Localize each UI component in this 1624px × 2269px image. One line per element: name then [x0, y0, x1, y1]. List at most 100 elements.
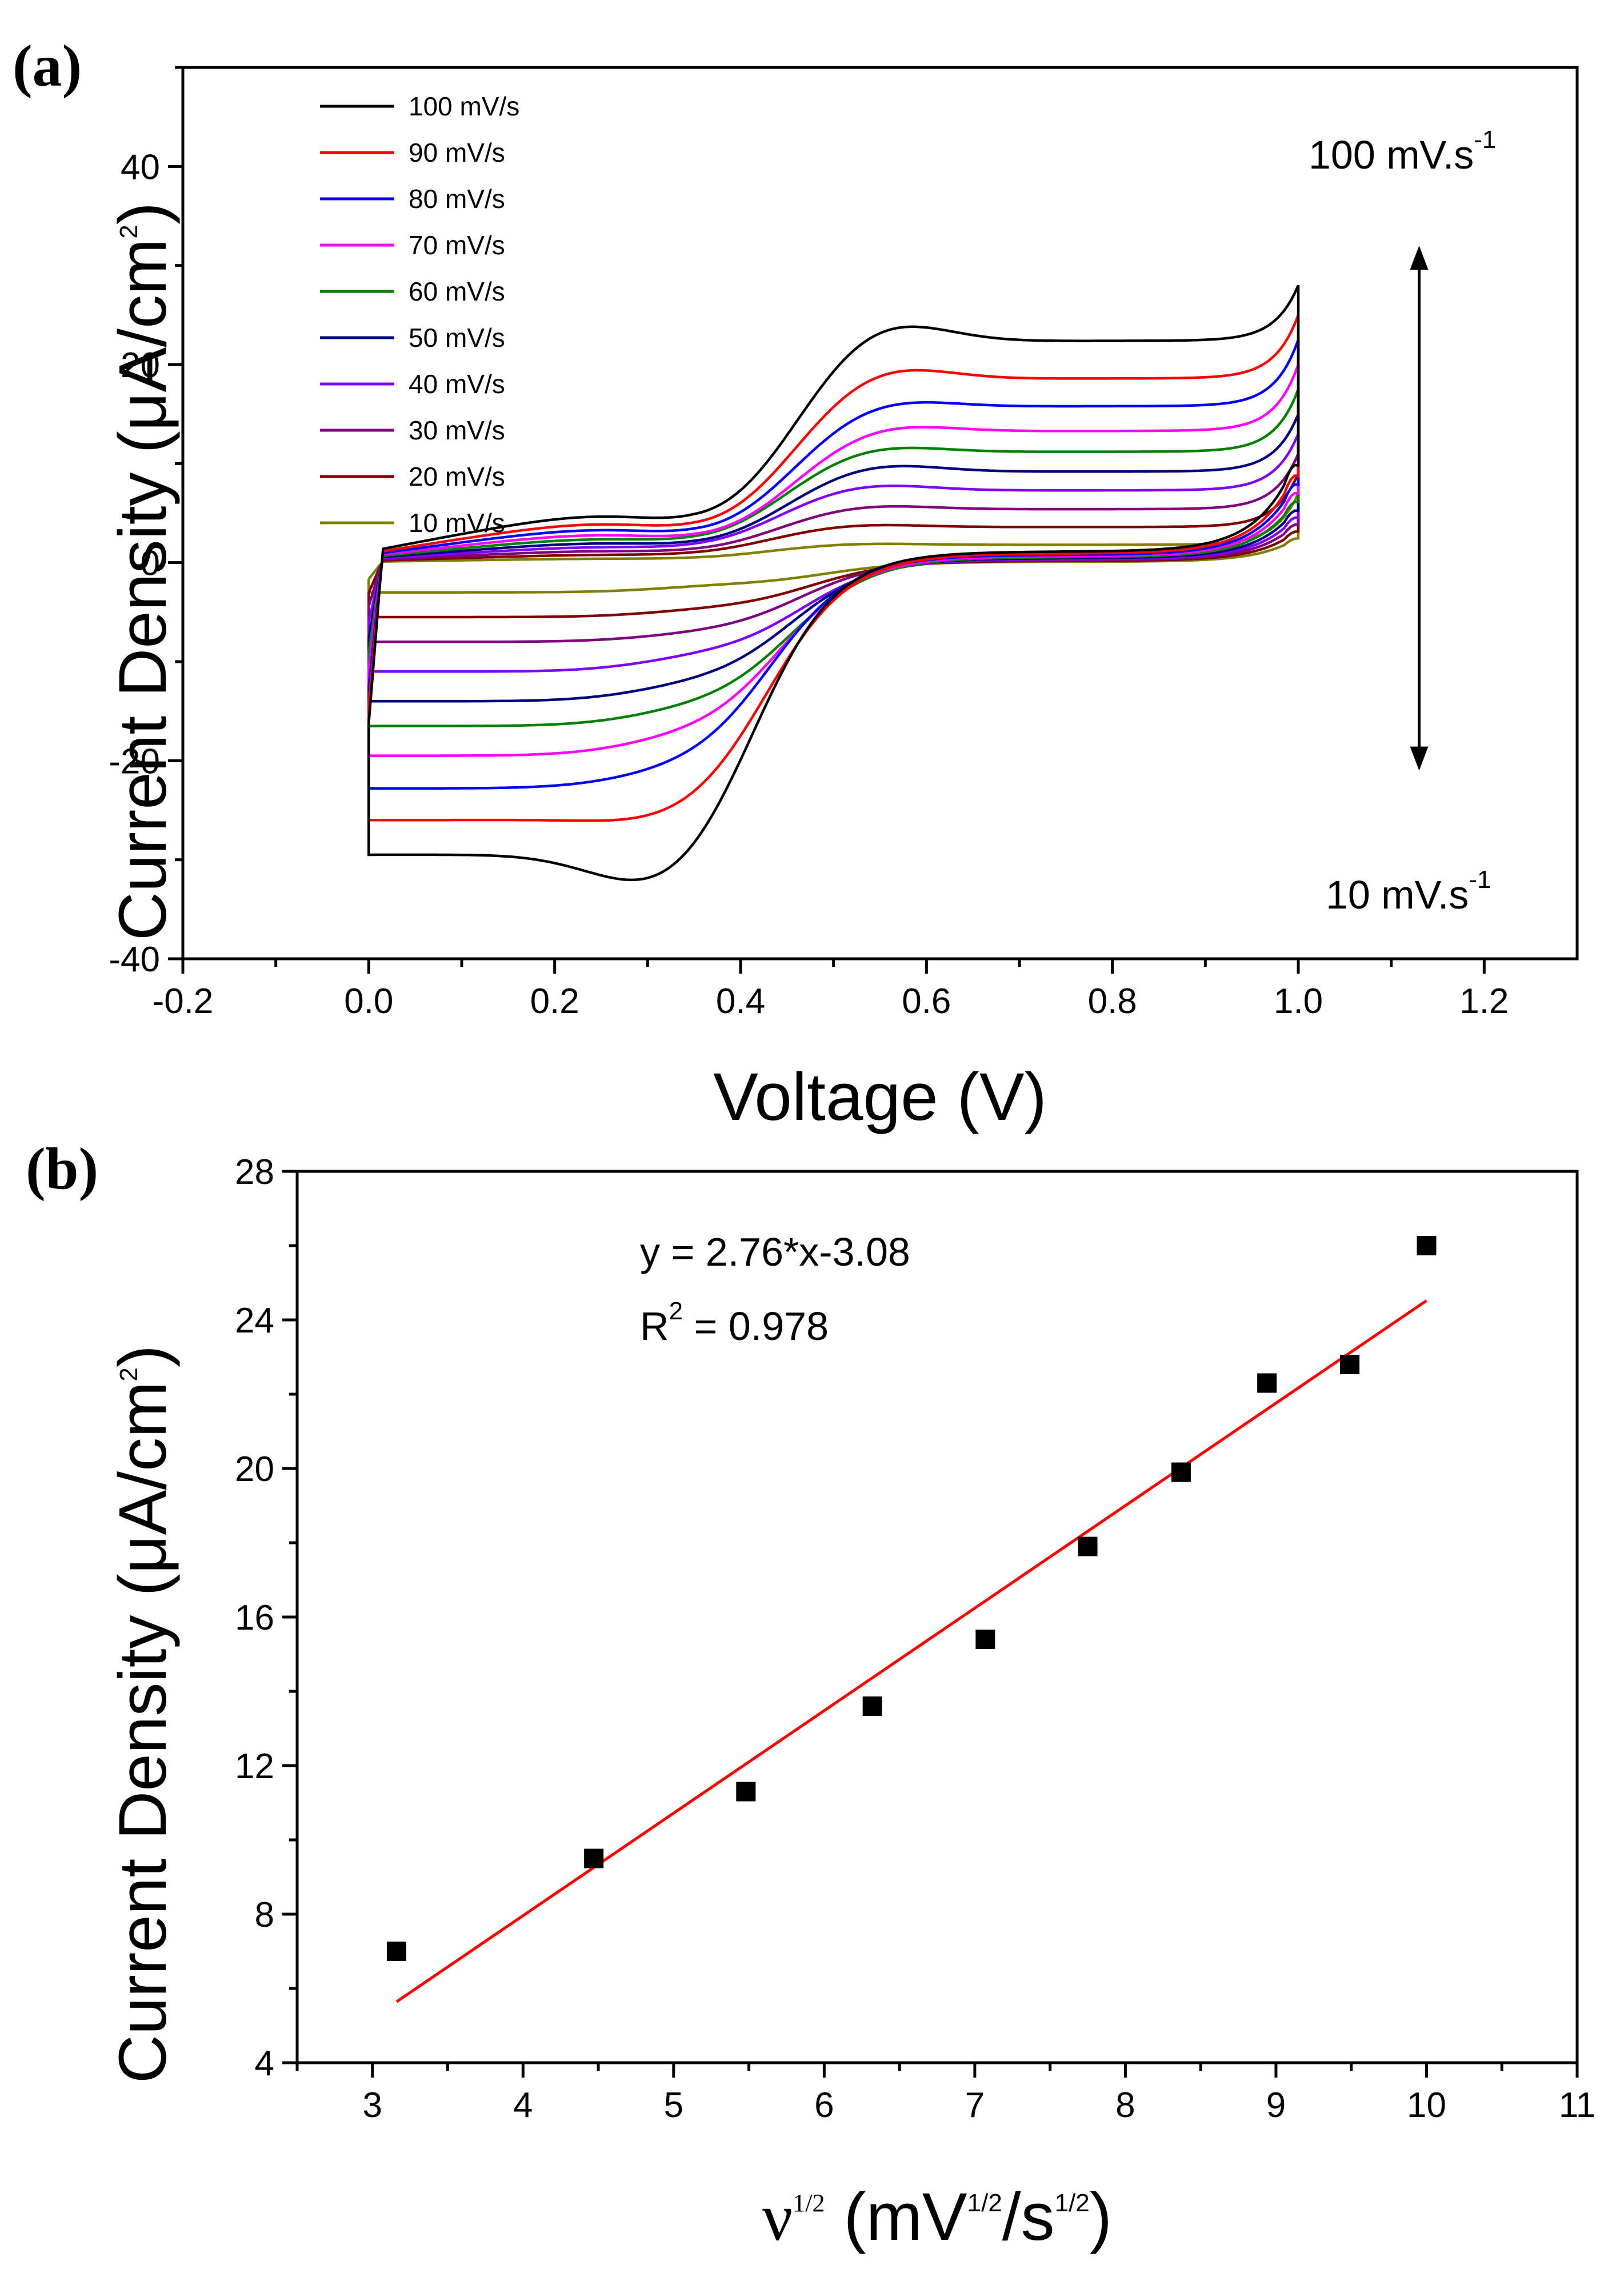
cv-curve-30mvs — [367, 453, 1300, 643]
data-points — [386, 1236, 1437, 1961]
x-axis-title-b-sup3: 1/2 — [1055, 2189, 1090, 2217]
fit-r2-sup: 2 — [669, 1297, 683, 1325]
arrow-head-up — [1410, 246, 1429, 270]
cv-curve-50mvs — [367, 413, 1300, 703]
x-tick-label-b: 11 — [1559, 2086, 1595, 2125]
x-tick-label-b: 8 — [1115, 2086, 1135, 2125]
annotation-top-sup: -1 — [1474, 126, 1496, 154]
data-point — [1171, 1462, 1191, 1482]
cv-curve-10mvs — [367, 493, 1300, 594]
y-tick-label-b: 24 — [235, 1301, 274, 1340]
legend-a: 100 mV/s 90 mV/s 80 mV/s 70 mV/s 60 mV/s 50 m… — [320, 91, 519, 538]
legend-label: 50 mV/s — [409, 323, 505, 353]
x-axis-title-b: ν1/2 (mV1/2/s1/2) — [762, 2179, 1112, 2255]
y-tick-label-a: 20 — [121, 346, 160, 385]
x-axis-title-b-unit: (mV — [825, 2179, 967, 2255]
x-tick-label-b: 7 — [965, 2086, 985, 2125]
y-tick-label-b: 20 — [235, 1450, 274, 1489]
cv-curve-60mvs — [367, 389, 1300, 727]
data-point — [1257, 1373, 1277, 1393]
y-axis-title-b: Current Density (μA/cm2) — [105, 1345, 181, 2083]
legend-label: 40 mV/s — [409, 369, 505, 399]
y-axis-title-a-sup: 2 — [115, 225, 143, 238]
x-tick-label-b: 3 — [363, 2086, 382, 2125]
legend-label: 60 mV/s — [409, 277, 505, 306]
annotation-top-text: 100 mV.s — [1309, 133, 1474, 177]
plot-frame-b — [295, 1170, 1579, 2064]
legend-label: 100 mV/s — [409, 91, 519, 121]
y-axis-title-a-close: ) — [105, 202, 181, 225]
x-tick-label-a: 0.0 — [344, 982, 393, 1021]
axes-a: -0.2 0.0 0.2 0.4 0.6 0.8 1.0 1.2 -40 -20 0 20 40 — [109, 66, 1509, 1021]
x-tick-label-b: 4 — [513, 2086, 533, 2125]
y-axis-title-b-close: ) — [105, 1345, 181, 1367]
chart-a: (a) Current Density (μA/cm2) -0.2 0.0 0.2 0… — [13, 33, 1579, 1135]
data-point — [975, 1630, 995, 1649]
y-axis-title-a-text: Current Density (μA/cm — [105, 239, 181, 941]
plot-frame-a — [181, 66, 1579, 961]
cv-curve-70mvs — [367, 364, 1300, 757]
y-tick-label-b: 28 — [235, 1152, 274, 1192]
data-point — [1340, 1355, 1360, 1374]
panel-label-a: (a) — [13, 33, 82, 99]
x-axis-title-b-close: ) — [1090, 2179, 1112, 2255]
y-tick-label-a: -40 — [109, 940, 160, 979]
x-tick-label-b: 5 — [664, 2086, 683, 2125]
x-tick-label-a: -0.2 — [153, 982, 214, 1021]
x-tick-label-a: 1.0 — [1274, 982, 1323, 1021]
data-point — [1078, 1536, 1098, 1556]
cv-curve-20mvs — [367, 473, 1300, 619]
fit-r2: R2 = 0.978 — [640, 1297, 829, 1348]
annotation-top: 100 mV.s-1 — [1309, 126, 1496, 177]
x-axis-title-b-nu: ν — [762, 2180, 793, 2255]
y-axis-title-b-text: Current Density (μA/cm — [105, 1382, 181, 2084]
y-tick-label-a: 40 — [121, 147, 160, 187]
cv-curve-90mvs — [367, 314, 1300, 822]
chart-b: (b) Current Density (μA/cm2) 3 4 5 6 7 8 9 10 11… — [26, 1136, 1595, 2255]
y-tick-label-a: -20 — [109, 742, 160, 781]
annotation-bottom-text: 10 mV.s — [1326, 873, 1469, 917]
x-axis-title-b-unit2: /s — [1002, 2179, 1055, 2255]
y-axis-title-a: Current Density (μA/cm2) — [105, 202, 181, 941]
y-tick-label-a: 0 — [141, 544, 160, 583]
data-point — [736, 1782, 756, 1802]
x-tick-label-a: 1.2 — [1459, 982, 1509, 1021]
data-point — [584, 1848, 604, 1868]
data-point — [862, 1696, 882, 1716]
x-tick-label-a: 0.6 — [902, 982, 951, 1021]
x-tick-label-b: 9 — [1266, 2086, 1286, 2125]
annotation-bottom: 10 mV.s-1 — [1326, 866, 1491, 917]
legend-label: 10 mV/s — [409, 508, 505, 538]
data-point — [386, 1942, 406, 1961]
legend-label: 30 mV/s — [409, 415, 505, 445]
cv-curve-100mvs — [367, 285, 1300, 882]
y-axis-title-b-sup: 2 — [115, 1367, 143, 1381]
legend-label: 20 mV/s — [409, 462, 505, 491]
x-tick-label-a: 0.8 — [1088, 982, 1137, 1021]
x-axis-title-b-sup1: 1/2 — [793, 2189, 825, 2217]
linear-fit-line — [395, 1299, 1427, 2003]
x-tick-label-b: 10 — [1407, 2086, 1446, 2125]
x-axis-title-b-sup2: 1/2 — [967, 2189, 1002, 2217]
cv-curves — [367, 285, 1300, 882]
x-tick-label-b: 6 — [814, 2086, 834, 2125]
x-tick-label-a: 0.4 — [716, 982, 765, 1021]
y-tick-label-b: 4 — [255, 2044, 274, 2083]
y-tick-label-b: 16 — [235, 1598, 274, 1638]
x-axis-title-a: Voltage (V) — [713, 1059, 1047, 1135]
legend-label: 70 mV/s — [409, 230, 505, 260]
scan-rate-arrow — [1410, 246, 1429, 771]
y-tick-label-b: 8 — [255, 1895, 274, 1935]
fit-equation: y = 2.76*x-3.08 — [640, 1230, 910, 1274]
annotation-bottom-sup: -1 — [1469, 866, 1491, 894]
fit-r2-value: = 0.978 — [683, 1304, 829, 1348]
cv-curve-40mvs — [367, 433, 1300, 673]
fit-r2-label: R — [640, 1304, 669, 1348]
panel-label-b: (b) — [26, 1136, 98, 1202]
data-point — [1417, 1236, 1437, 1255]
legend-label: 90 mV/s — [409, 138, 505, 167]
legend-label: 80 mV/s — [409, 184, 505, 214]
cv-curve-80mvs — [367, 339, 1300, 790]
axes-b: 3 4 5 6 7 8 9 10 11 4 8 12 16 20 24 28 — [235, 1152, 1595, 2125]
